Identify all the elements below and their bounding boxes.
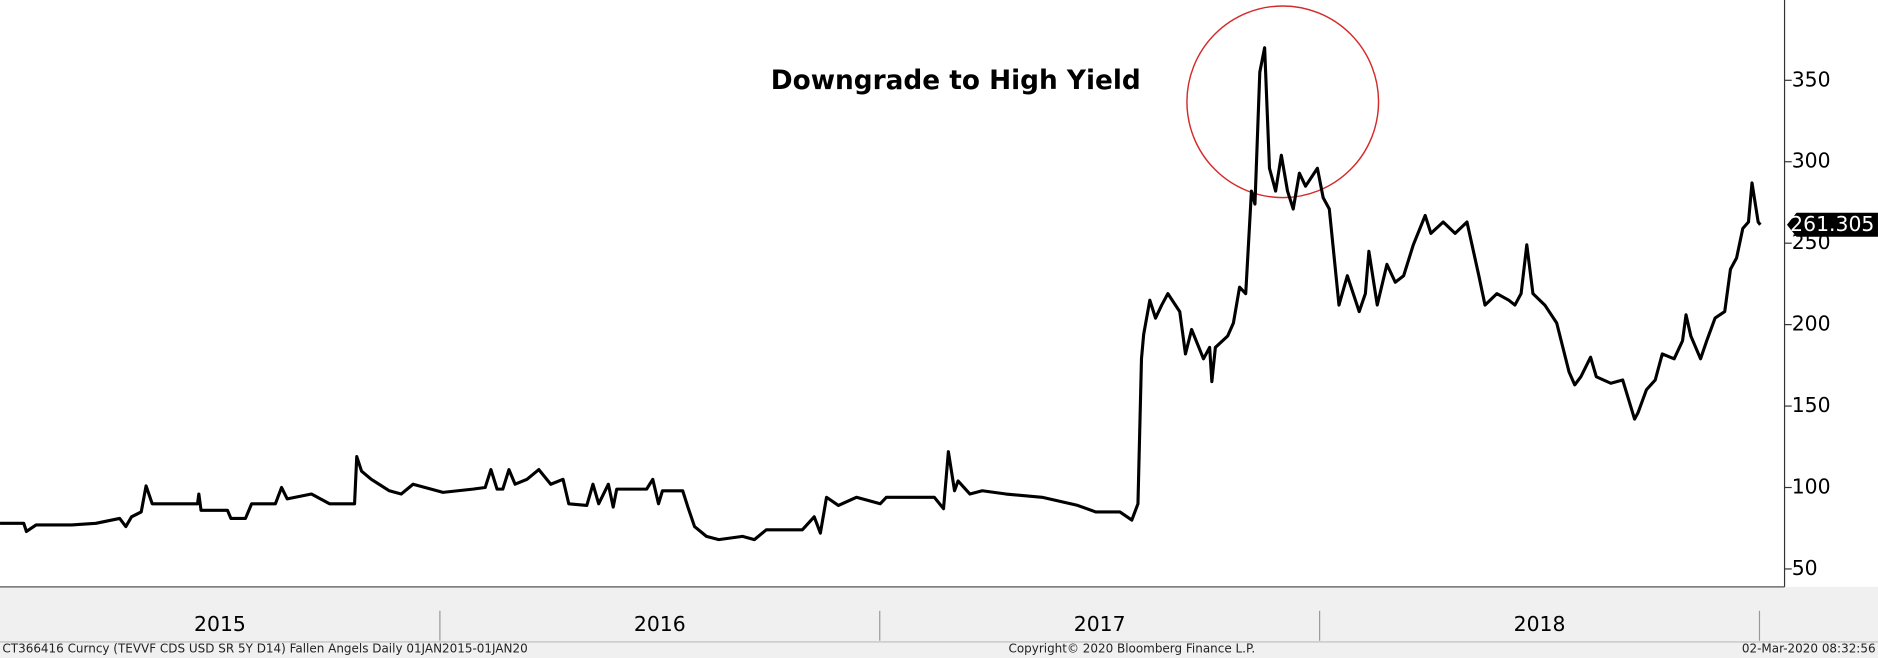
y-tick-label: 300 — [1792, 149, 1831, 173]
copyright: Copyright© 2020 Bloomberg Finance L.P. — [1008, 642, 1255, 656]
y-tick-label: 200 — [1792, 312, 1831, 336]
highlight-circle — [1186, 5, 1380, 199]
source-note: CT366416 Curncy (TEVVF CDS USD SR 5Y D14… — [2, 642, 527, 656]
last-value-box — [1786, 212, 1878, 237]
x-tick-label: 2018 — [1514, 612, 1566, 636]
y-tick-label: 50 — [1792, 556, 1818, 580]
x-tick-label: 2015 — [194, 612, 246, 636]
timestamp: 02-Mar-2020 08:32:56 — [1742, 642, 1876, 656]
y-tick-label: 350 — [1792, 67, 1831, 91]
axis-band — [0, 586, 1878, 658]
annotation: Downgrade to High Yield — [771, 66, 1141, 96]
last-value-label: 261.305 — [1790, 212, 1874, 236]
x-tick-label: 2016 — [634, 612, 686, 636]
series-line — [0, 46, 1762, 542]
y-tick-label: 150 — [1792, 393, 1831, 417]
plot-area — [0, 0, 1878, 587]
y-tick-label: 100 — [1792, 475, 1831, 499]
x-tick-label: 2017 — [1074, 612, 1126, 636]
